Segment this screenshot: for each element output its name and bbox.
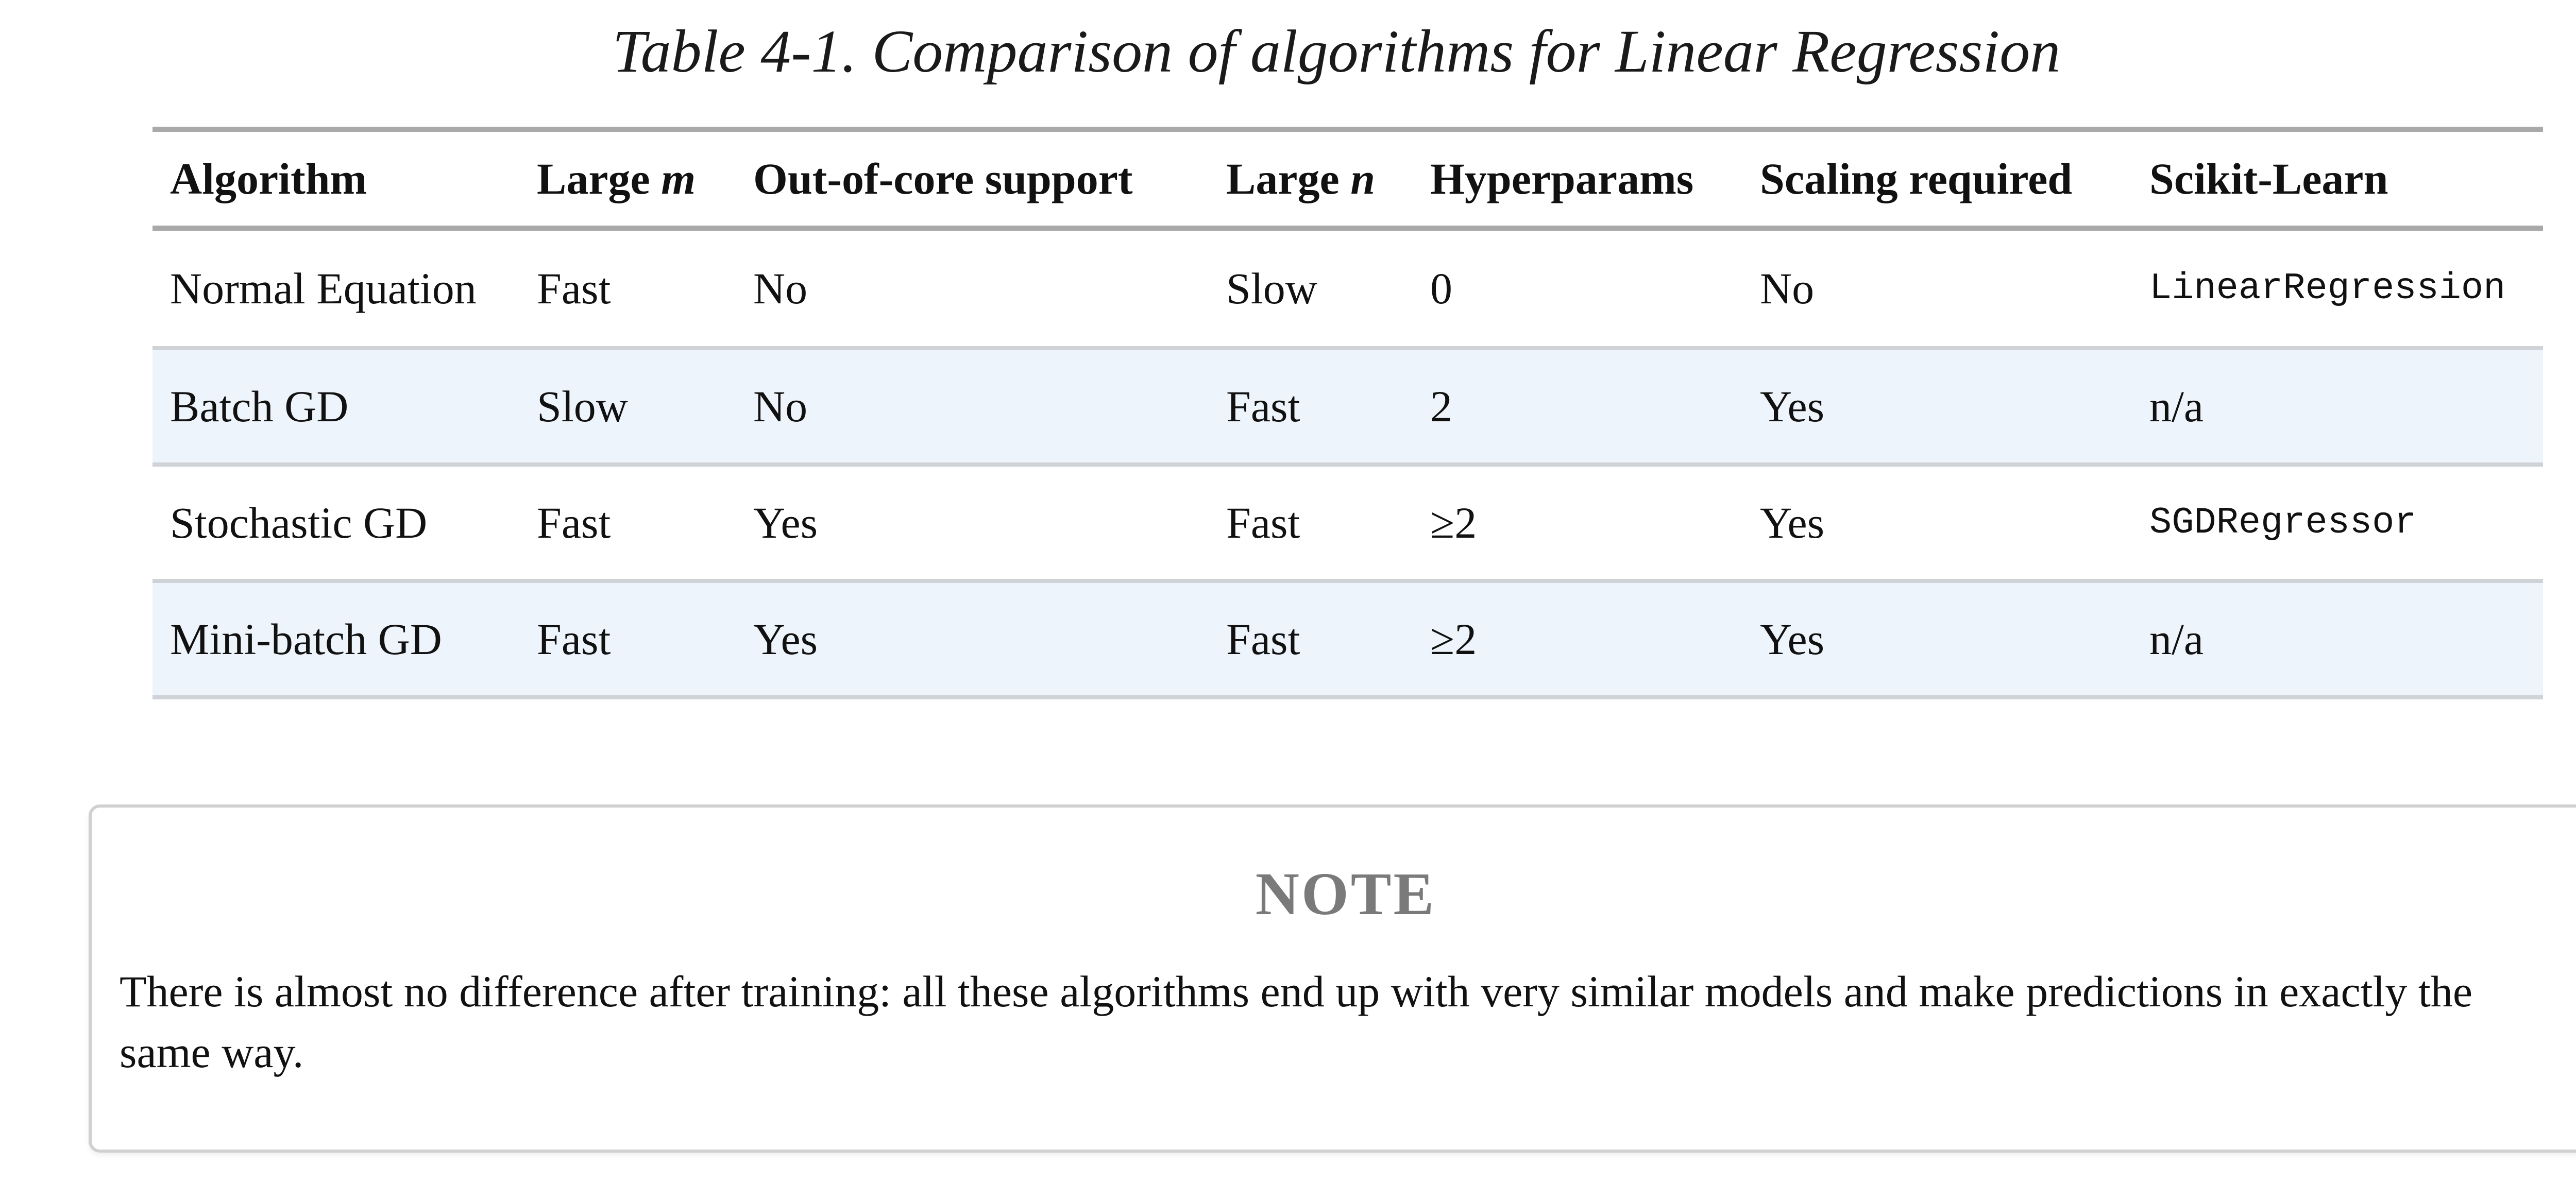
cell-out-of-core: Yes (753, 498, 818, 547)
table-row: Normal Equation Fast No Slow 0 No Linear… (152, 228, 2543, 348)
cell-scikit-learn: SGDRegressor (2149, 502, 2417, 544)
cell-large-n: Fast (1226, 382, 1300, 431)
header-large-n-label: Large (1226, 154, 1351, 203)
header-out-of-core: Out-of-core support (753, 154, 1133, 203)
header-large-n: Large n (1209, 129, 1413, 228)
table-header-row: Algorithm Large m Out-of-core support La… (152, 129, 2543, 228)
table-row: Batch GD Slow No Fast 2 Yes n/a (152, 348, 2543, 465)
cell-algorithm: Stochastic GD (170, 498, 428, 547)
cell-scikit-learn: n/a (2149, 614, 2204, 664)
cell-scaling: No (1760, 264, 1815, 313)
cell-large-m: Fast (537, 498, 611, 547)
cell-algorithm: Batch GD (170, 382, 349, 431)
note-title: NOTE (1255, 860, 1436, 928)
cell-large-m: Fast (537, 614, 611, 664)
comparison-table: Algorithm Large m Out-of-core support La… (152, 127, 2543, 699)
note-body: There is almost no difference after trai… (120, 967, 2472, 1077)
table-caption: Table 4-1. Comparison of algorithms for … (612, 18, 2061, 85)
cell-scaling: Yes (1760, 382, 1825, 431)
cell-out-of-core: No (753, 264, 808, 313)
table-row: Stochastic GD Fast Yes Fast ≥2 Yes SGDRe… (152, 465, 2543, 581)
header-large-m-variable: m (661, 154, 696, 203)
header-large-n-variable: n (1350, 154, 1376, 203)
cell-hyperparams: 0 (1430, 264, 1452, 313)
header-scaling-required: Scaling required (1760, 154, 2073, 203)
cell-large-m: Slow (537, 382, 628, 431)
note-box: NOTE There is almost no difference after… (89, 804, 2576, 1153)
table-row: Mini-batch GD Fast Yes Fast ≥2 Yes n/a (152, 581, 2543, 697)
header-large-m-label: Large (537, 154, 662, 203)
cell-scikit-learn: LinearRegression (2149, 267, 2506, 310)
cell-algorithm: Normal Equation (170, 264, 477, 313)
header-hyperparams: Hyperparams (1430, 154, 1694, 203)
cell-hyperparams: ≥2 (1430, 614, 1477, 664)
cell-scikit-learn: n/a (2149, 382, 2204, 431)
cell-hyperparams: 2 (1430, 382, 1452, 431)
comparison-table-container: Algorithm Large m Out-of-core support La… (152, 127, 2543, 699)
cell-scaling: Yes (1760, 498, 1825, 547)
cell-large-n: Fast (1226, 614, 1300, 664)
cell-out-of-core: No (753, 382, 808, 431)
cell-scaling: Yes (1760, 614, 1825, 664)
cell-out-of-core: Yes (753, 614, 818, 664)
cell-hyperparams: ≥2 (1430, 498, 1477, 547)
cell-large-n: Fast (1226, 498, 1300, 547)
cell-large-n: Slow (1226, 264, 1317, 313)
cell-large-m: Fast (537, 264, 611, 313)
header-large-m: Large m (519, 129, 736, 228)
cell-algorithm: Mini-batch GD (170, 614, 442, 664)
header-scikit-learn: Scikit-Learn (2149, 154, 2388, 203)
header-algorithm: Algorithm (170, 154, 367, 203)
